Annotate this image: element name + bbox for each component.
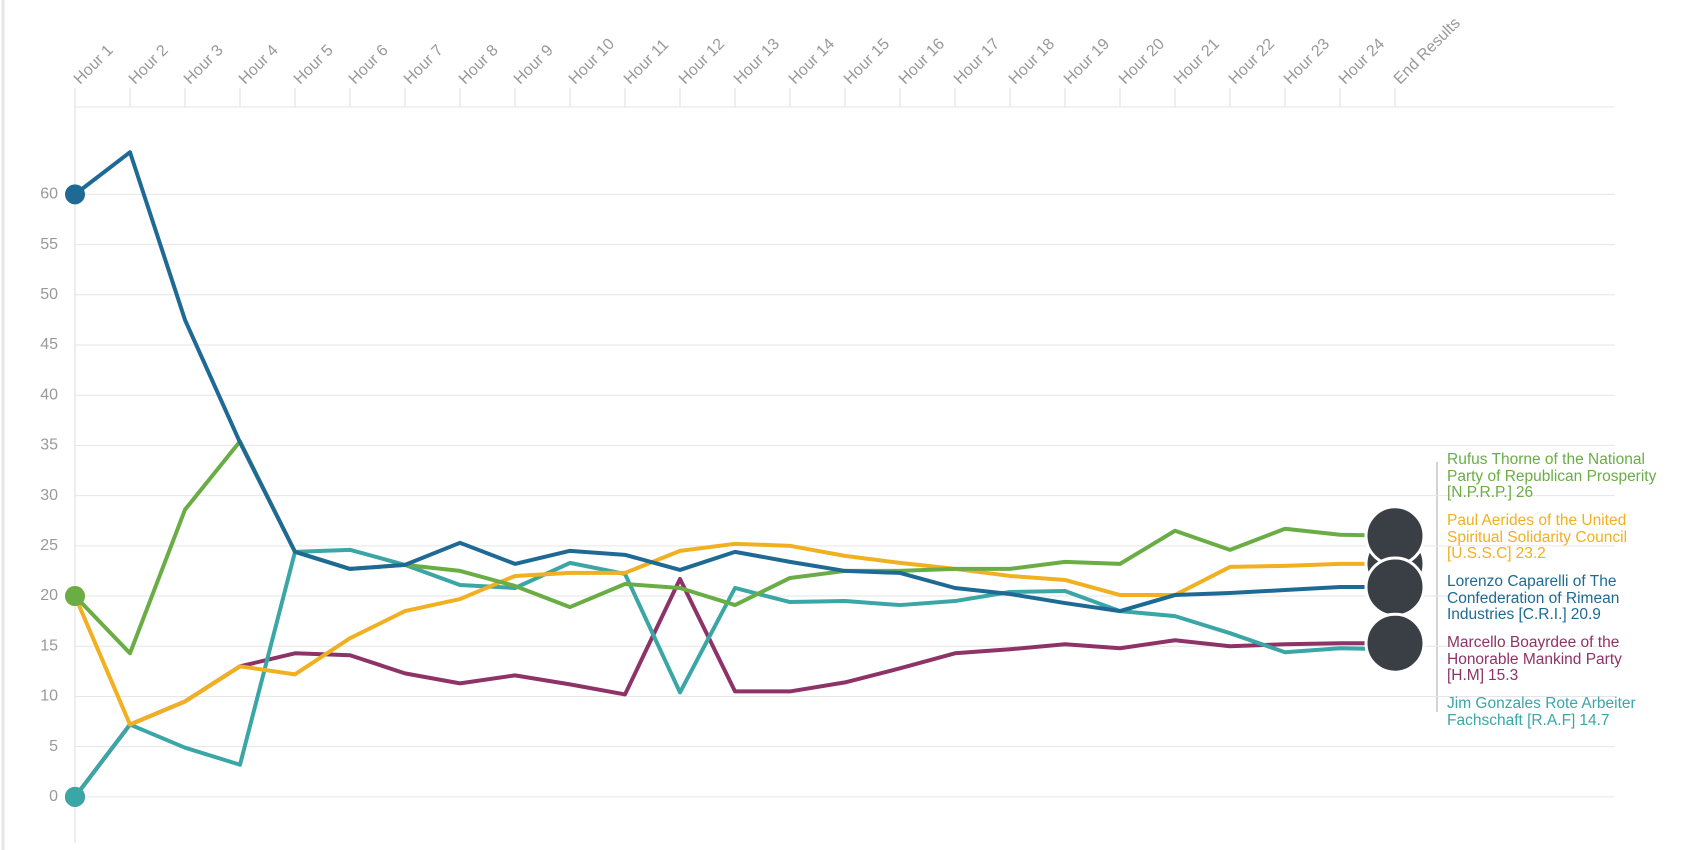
y-tick-label: 40: [40, 386, 58, 403]
avatar: [1364, 612, 1426, 674]
x-tick-label: Hour 17: [951, 35, 1003, 87]
x-tick-label: Hour 1: [71, 42, 117, 88]
legend-entry: Rufus Thorne of the National Party of Re…: [1447, 451, 1672, 502]
legend-name: Lorenzo Caparelli of The Confederation o…: [1447, 573, 1620, 623]
legend-value: 14.7: [1579, 711, 1610, 729]
legend-entry: Paul Aerides of the United Spiritual Sol…: [1447, 512, 1672, 563]
y-tick-label: 25: [40, 537, 58, 554]
legend-name: Marcello Boayrdee of the Honorable Manki…: [1447, 634, 1622, 684]
x-tick-label: Hour 8: [456, 42, 502, 88]
y-tick-label: 30: [40, 487, 58, 504]
x-tick-label: Hour 4: [236, 42, 282, 88]
y-tick-label: 50: [40, 286, 58, 303]
start-marker: [65, 786, 85, 807]
y-tick-label: 20: [40, 587, 58, 604]
start-marker: [65, 184, 85, 205]
avatar: [1364, 505, 1426, 567]
x-tick-label: Hour 23: [1281, 35, 1333, 87]
legend-value: 23.2: [1515, 545, 1546, 562]
x-tick-label: Hour 7: [401, 42, 447, 88]
x-tick-label: Hour 3: [181, 42, 227, 88]
series-line: [73, 547, 1396, 799]
x-tick-label: Hour 18: [1006, 35, 1058, 87]
legend-entry: Marcello Boayrdee of the Honorable Manki…: [1447, 634, 1672, 685]
legend-name: Jim Gonzales Rote Arbeiter Fachschaft [R…: [1447, 695, 1636, 729]
avatar: [1364, 556, 1426, 618]
x-tick-label: Hour 21: [1171, 35, 1223, 87]
y-tick-label: 55: [40, 236, 58, 253]
legend-value: 26: [1515, 484, 1534, 501]
x-tick-label: Hour 9: [511, 42, 557, 88]
y-tick-label: 15: [40, 637, 58, 654]
x-tick-label: Hour 11: [621, 36, 673, 88]
x-tick-label: Hour 19: [1061, 35, 1113, 87]
y-tick-label: 60: [40, 186, 58, 203]
x-tick-label: Hour 14: [786, 35, 838, 87]
x-tick-label: Hour 12: [676, 35, 728, 87]
x-tick-label: Hour 15: [841, 35, 893, 87]
x-tick-label: Hour 13: [731, 35, 783, 87]
x-tick-label: Hour 22: [1226, 35, 1278, 87]
x-tick-label: End Results: [1391, 15, 1464, 88]
legend-entry: Jim Gonzales Rote Arbeiter Fachschaft [R…: [1447, 695, 1672, 729]
y-tick-label: 35: [40, 437, 58, 454]
x-tick-label: Hour 6: [346, 42, 392, 88]
series-line: [73, 576, 1395, 799]
legend-value: 20.9: [1570, 606, 1601, 623]
series-line: [73, 150, 1395, 614]
x-tick-label: Hour 10: [566, 35, 618, 87]
y-tick-label: 5: [49, 738, 58, 755]
y-tick-label: 45: [40, 336, 58, 353]
y-tick-label: 0: [49, 788, 58, 805]
x-tick-label: Hour 20: [1116, 35, 1168, 87]
x-tick-label: Hour 24: [1336, 35, 1388, 87]
x-tick-label: Hour 2: [126, 42, 172, 88]
start-marker: [65, 586, 85, 607]
legend-name: Rufus Thorne of the National Party of Re…: [1447, 451, 1657, 501]
legend-name: Paul Aerides of the United Spiritual Sol…: [1447, 512, 1628, 562]
y-tick-label: 10: [40, 688, 58, 705]
x-tick-label: Hour 5: [291, 42, 337, 88]
legend-entry: Lorenzo Caparelli of The Confederation o…: [1447, 573, 1672, 624]
legend-value: 15.3: [1488, 667, 1519, 684]
x-tick-label: Hour 16: [896, 35, 948, 87]
